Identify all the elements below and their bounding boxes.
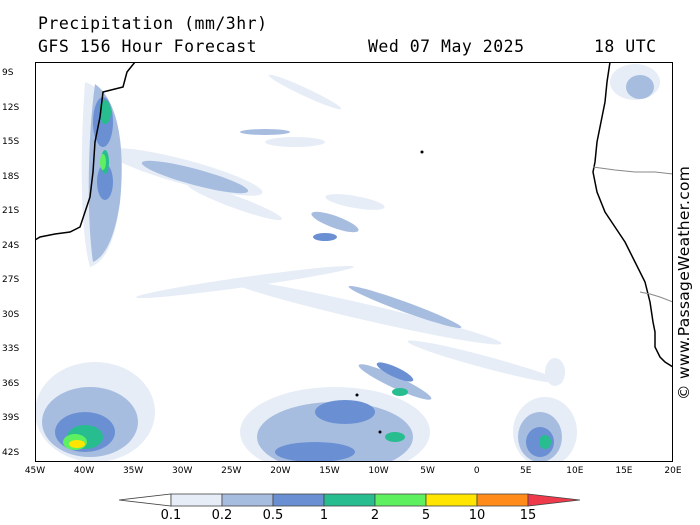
lat-tick-label: 12S	[2, 102, 20, 113]
lon-tick-label: 10E	[566, 466, 584, 476]
legend-label: 0.5	[262, 508, 284, 523]
lat-tick-label: 18S	[2, 171, 20, 182]
legend-label: 15	[519, 508, 537, 523]
map-frame	[35, 62, 673, 462]
precip-intense	[69, 440, 85, 448]
lon-tick-label: 20E	[664, 466, 682, 476]
lon-tick-label: 45W	[24, 466, 46, 476]
lon-tick-label: 25W	[221, 466, 242, 476]
legend-arrow-low	[118, 493, 172, 507]
island-gough	[378, 430, 382, 434]
legend-label: 2	[370, 508, 380, 523]
lon-tick-label: 15W	[319, 466, 340, 476]
coastline-south-america	[35, 62, 136, 241]
chart-title: Precipitation (mm/3hr)	[38, 14, 268, 33]
lon-tick-label: 5E	[520, 466, 532, 476]
legend-label: 1	[319, 508, 329, 523]
lon-tick-label: 10W	[368, 466, 389, 476]
lon-tick-label: 30W	[172, 466, 193, 476]
legend-swatch	[323, 493, 376, 507]
forecast-date: Wed 07 May 2025	[368, 37, 525, 56]
lat-tick-label: 30S	[2, 309, 20, 320]
lon-tick-label: 5W	[420, 466, 435, 476]
lon-tick-label: 15E	[615, 466, 633, 476]
lat-tick-label: 21S	[2, 206, 20, 216]
legend-arrow-high	[527, 493, 581, 507]
lon-tick-label: 40W	[73, 466, 95, 476]
lat-tick-label: 15S	[2, 137, 20, 147]
forecast-time: 18 UTC	[594, 37, 657, 56]
lon-tick-label: 35W	[122, 466, 144, 476]
forecast-subtitle: GFS 156 Hour Forecast	[38, 37, 258, 56]
island-tristan-da-cunha	[355, 393, 359, 397]
border-namibia-southafrica	[639, 291, 673, 303]
coastline-africa	[592, 62, 673, 368]
lon-tick-label: 0	[473, 466, 480, 476]
legend-label: 10	[468, 508, 486, 523]
lat-tick-label: 27S	[2, 275, 20, 285]
lat-tick-label: 33S	[2, 344, 20, 354]
precipitation-map	[35, 62, 673, 462]
legend-swatch	[221, 493, 274, 507]
legend-swatch	[476, 493, 529, 507]
lat-tick-label: 24S	[2, 240, 20, 251]
lon-tick-label: 20W	[270, 466, 291, 476]
lat-tick-label: 42S	[2, 447, 20, 458]
precip-legend	[118, 493, 581, 507]
legend-swatch	[374, 493, 427, 507]
legend-label: 0.1	[160, 508, 182, 523]
legend-label: 0.2	[211, 508, 233, 523]
legend-swatch	[272, 493, 325, 507]
island-st-helena	[420, 150, 424, 154]
credit-watermark: © www.PassageWeather.com	[675, 165, 693, 400]
legend-swatch	[170, 493, 223, 507]
lat-tick-label: 36S	[2, 378, 20, 389]
border-angola-namibia	[592, 166, 673, 175]
legend-swatch	[425, 493, 478, 507]
lat-tick-label: 39S	[2, 413, 20, 423]
lat-tick-label: 9S	[2, 68, 14, 78]
legend-label: 5	[421, 508, 431, 523]
